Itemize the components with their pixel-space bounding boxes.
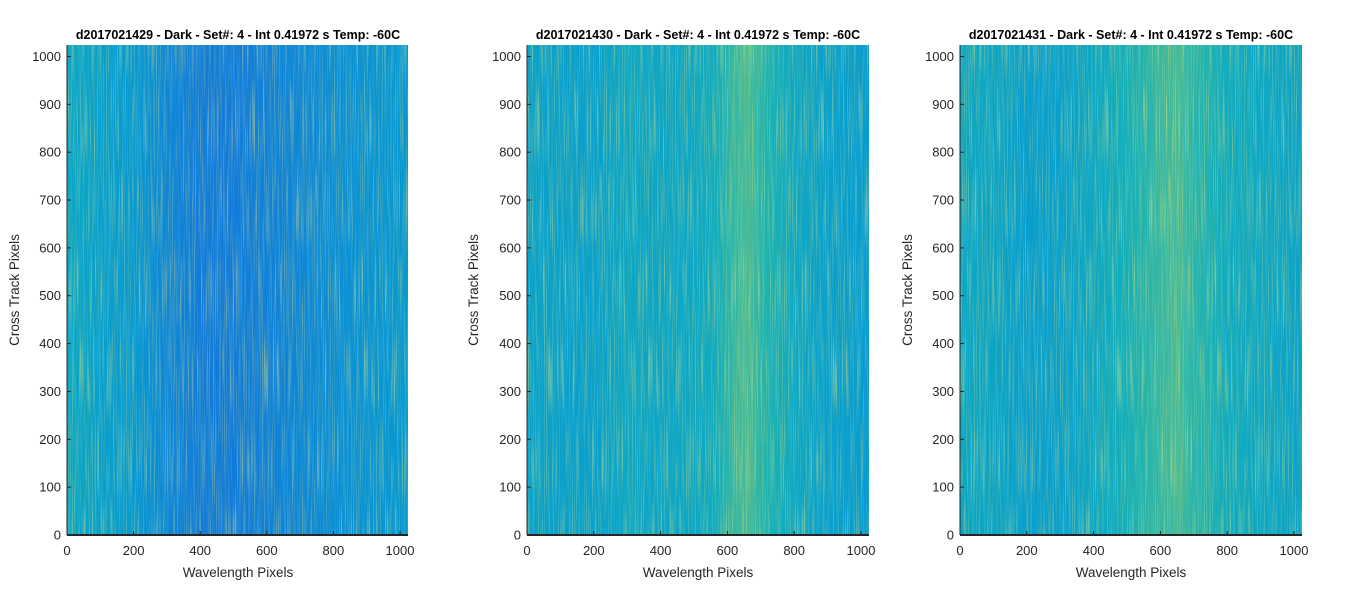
y-tick-label: 100 xyxy=(39,480,61,495)
y-tick-label: 1000 xyxy=(925,49,954,64)
x-tick-label: 0 xyxy=(63,543,70,558)
x-tick-label: 200 xyxy=(583,543,605,558)
y-axis-label: Cross Track Pixels xyxy=(7,234,22,346)
x-tick-label: 800 xyxy=(323,543,345,558)
y-tick-label: 700 xyxy=(39,193,61,208)
x-axis-label: Wavelength Pixels xyxy=(183,565,294,580)
y-tick-label: 100 xyxy=(499,480,521,495)
heatmap-noise-cool xyxy=(527,45,869,535)
y-tick-label: 800 xyxy=(932,145,954,160)
y-tick-label: 900 xyxy=(932,97,954,112)
x-tick-label: 800 xyxy=(783,543,805,558)
x-tick-label: 600 xyxy=(717,543,739,558)
panel-1: d2017021429 - Dark - Set#: 4 - Int 0.419… xyxy=(7,28,414,580)
x-ticks: 0 200 400 600 800 1000 xyxy=(63,531,414,558)
y-axis-label: Cross Track Pixels xyxy=(466,234,481,346)
y-tick-label: 200 xyxy=(39,432,61,447)
heatmap-noise-cool xyxy=(67,45,408,535)
y-tick-label: 200 xyxy=(499,432,521,447)
y-tick-label: 500 xyxy=(499,288,521,303)
y-tick-label: 300 xyxy=(39,384,61,399)
panel-title: d2017021430 - Dark - Set#: 4 - Int 0.419… xyxy=(536,28,860,42)
y-tick-label: 500 xyxy=(932,288,954,303)
x-tick-label: 0 xyxy=(956,543,963,558)
panel-title: d2017021429 - Dark - Set#: 4 - Int 0.419… xyxy=(76,28,400,42)
y-tick-label: 700 xyxy=(932,193,954,208)
y-tick-label: 1000 xyxy=(32,49,61,64)
y-tick-label: 600 xyxy=(39,240,61,255)
y-ticks: 0 100 200 300 400 500 600 700 800 900 1000 xyxy=(925,49,964,543)
heatmap-area xyxy=(527,45,869,535)
x-tick-label: 800 xyxy=(1216,543,1238,558)
y-tick-label: 0 xyxy=(947,528,954,543)
x-tick-label: 1000 xyxy=(1280,543,1309,558)
y-tick-label: 700 xyxy=(499,193,521,208)
x-ticks: 0 200 400 600 800 1000 xyxy=(956,531,1308,558)
y-tick-label: 600 xyxy=(932,240,954,255)
heatmap-noise-cool xyxy=(960,45,1302,535)
y-tick-label: 200 xyxy=(932,432,954,447)
x-tick-label: 600 xyxy=(256,543,278,558)
y-ticks: 0 100 200 300 400 500 600 700 800 900 1000 xyxy=(32,49,71,543)
x-tick-label: 0 xyxy=(523,543,530,558)
x-tick-label: 400 xyxy=(1083,543,1105,558)
y-ticks: 0 100 200 300 400 500 600 700 800 900 1000 xyxy=(492,49,531,543)
x-tick-label: 200 xyxy=(1016,543,1038,558)
y-tick-label: 100 xyxy=(932,480,954,495)
x-tick-label: 1000 xyxy=(847,543,876,558)
x-tick-label: 200 xyxy=(123,543,145,558)
x-axis-label: Wavelength Pixels xyxy=(1076,565,1187,580)
panel-title: d2017021431 - Dark - Set#: 4 - Int 0.419… xyxy=(969,28,1293,42)
y-tick-label: 900 xyxy=(499,97,521,112)
y-tick-label: 500 xyxy=(39,288,61,303)
heatmap-area xyxy=(67,45,408,535)
heatmap-area xyxy=(960,45,1302,535)
y-tick-label: 300 xyxy=(499,384,521,399)
y-tick-label: 1000 xyxy=(492,49,521,64)
x-tick-label: 400 xyxy=(650,543,672,558)
y-tick-label: 0 xyxy=(54,528,61,543)
x-axis-label: Wavelength Pixels xyxy=(643,565,754,580)
y-tick-label: 400 xyxy=(39,336,61,351)
y-axis-label: Cross Track Pixels xyxy=(900,234,915,346)
y-tick-label: 900 xyxy=(39,97,61,112)
y-tick-label: 400 xyxy=(499,336,521,351)
x-ticks: 0 200 400 600 800 1000 xyxy=(523,531,875,558)
y-tick-label: 300 xyxy=(932,384,954,399)
y-tick-label: 600 xyxy=(499,240,521,255)
panel-2: d2017021430 - Dark - Set#: 4 - Int 0.419… xyxy=(466,28,875,580)
y-tick-label: 800 xyxy=(39,145,61,160)
x-tick-label: 1000 xyxy=(386,543,415,558)
y-tick-label: 0 xyxy=(514,528,521,543)
panel-3: d2017021431 - Dark - Set#: 4 - Int 0.419… xyxy=(900,28,1308,580)
y-tick-label: 400 xyxy=(932,336,954,351)
x-tick-label: 400 xyxy=(189,543,211,558)
x-tick-label: 600 xyxy=(1150,543,1172,558)
y-tick-label: 800 xyxy=(499,145,521,160)
